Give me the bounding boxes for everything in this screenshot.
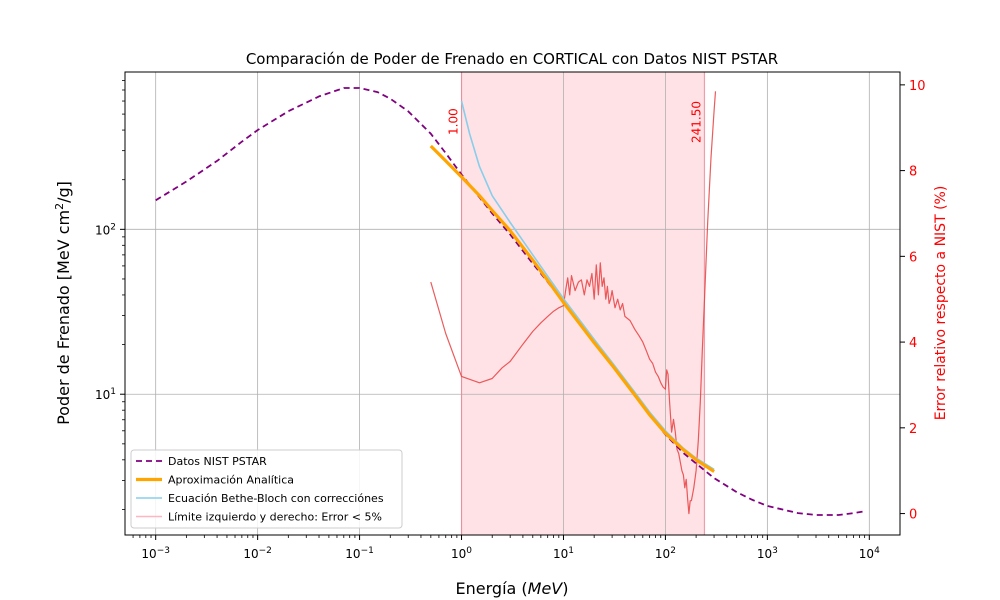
x-tick-label: 10−3 xyxy=(141,546,170,561)
plot-area: 1.00 241.50 xyxy=(125,72,900,535)
y-tick-label: 102 xyxy=(95,222,116,237)
y2-tick-label: 10 xyxy=(909,79,926,94)
legend-label: Aproximación Analítica xyxy=(168,474,294,487)
x-tick-label: 104 xyxy=(859,546,880,561)
boundary-label: 1.00 xyxy=(447,108,461,135)
chart-title: Comparación de Poder de Frenado en CORTI… xyxy=(246,50,778,68)
y2-axis-label: Error relativo respecto a NIST (%) xyxy=(933,186,949,421)
legend-box xyxy=(130,449,403,529)
x-tick-label: 100 xyxy=(451,546,472,561)
x-tick-label: 10−1 xyxy=(345,546,374,561)
axes-frame xyxy=(124,71,901,536)
x-tick-label: 101 xyxy=(553,546,574,561)
x-axis-label: Energía (MeV) xyxy=(456,579,569,598)
plot-content xyxy=(125,72,900,535)
x-tick-label: 10−2 xyxy=(243,546,272,561)
x-tick-label: 103 xyxy=(757,546,778,561)
x-tick-label: 102 xyxy=(655,546,676,561)
legend-label: Datos NIST PSTAR xyxy=(168,455,267,468)
error-region-shading xyxy=(461,72,705,535)
y2-tick-label: 6 xyxy=(909,250,917,265)
series-line-aproximaci-n-anal-tica xyxy=(429,144,715,473)
y-axis-label: Poder de Frenado [MeV cm2/g] xyxy=(53,181,74,425)
axis-ticks: 10−3 10−2 10−1 100 101 102 103 104 101 102 0 2 4 6 8 10 xyxy=(95,79,926,561)
legend-label: Límite izquierdo y derecho: Error < 5% xyxy=(168,511,382,524)
y2-tick-label: 4 xyxy=(909,336,917,351)
y2-tick-label: 2 xyxy=(909,422,917,437)
legend-label: Ecuación Bethe-Bloch con correcciónes xyxy=(168,492,384,505)
boundary-label: 241.50 xyxy=(689,101,703,143)
series-line-datos-nist-pstar xyxy=(155,87,865,516)
legend: Datos NIST PSTAR Aproximación Analítica Ec… xyxy=(130,449,403,529)
y2-tick-label: 0 xyxy=(909,508,917,523)
y-tick-label: 101 xyxy=(95,387,116,402)
y2-tick-label: 8 xyxy=(909,165,917,180)
